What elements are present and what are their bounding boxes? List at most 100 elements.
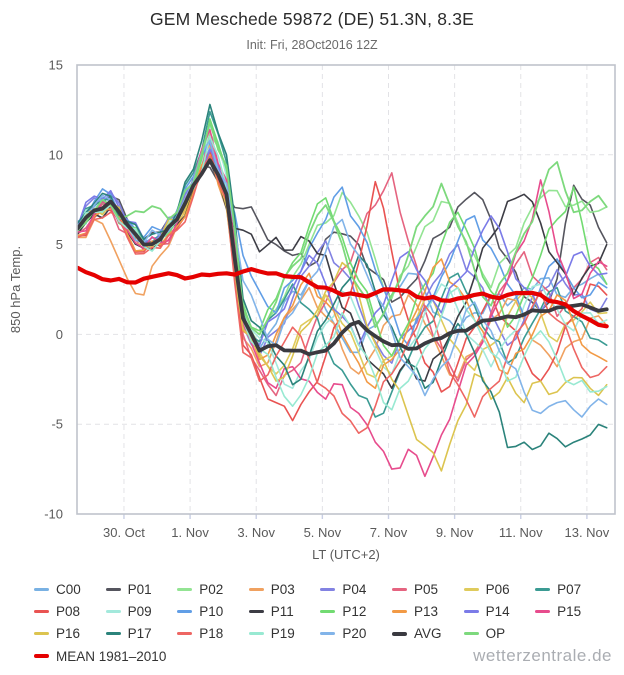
legend-label: P04 <box>342 581 367 597</box>
legend-label: P02 <box>199 581 224 597</box>
legend-swatch <box>34 632 49 636</box>
legend-item-P03: P03 <box>248 581 321 597</box>
legend-label: P16 <box>56 626 81 642</box>
legend-row: C00 P01 P02 P03 P04 P05 P06 P07 <box>34 578 620 600</box>
series-line-C00 <box>77 146 608 354</box>
y-axis-title: 850 hPa Temp. <box>8 246 23 333</box>
legend-label: P01 <box>127 581 152 597</box>
legend-row: P08 P09 P10 P11 P12 P13 P14 P15 <box>34 600 620 622</box>
y-tick-label: -10 <box>44 507 63 522</box>
series-line-P15 <box>77 128 608 478</box>
legend-swatch <box>463 610 479 614</box>
legend-item-P13: P13 <box>391 604 464 620</box>
legend-swatch <box>34 587 49 591</box>
legend-item-P17: P17 <box>105 626 178 642</box>
legend-label: C00 <box>56 581 81 597</box>
legend-swatch <box>391 587 407 591</box>
legend-swatch <box>463 632 479 636</box>
legend-item-P09: P09 <box>105 604 178 620</box>
y-tick-label: 15 <box>49 58 63 73</box>
legend-item-MEAN-1981-2010: MEAN 1981–2010 <box>34 649 166 664</box>
legend-item-P14: P14 <box>463 604 536 620</box>
legend-swatch <box>248 610 264 614</box>
legend-label: P07 <box>557 581 582 597</box>
series-line-AVG <box>77 158 609 357</box>
page-title: GEM Meschede 59872 (DE) 51.3N, 8.3E <box>149 9 475 29</box>
x-axis-title: LT (UTC+2) <box>312 547 380 562</box>
legend-label: P14 <box>485 604 510 620</box>
series-line-P08 <box>77 150 608 422</box>
legend-item-P10: P10 <box>177 604 249 619</box>
legend-swatch <box>105 587 121 591</box>
legend-swatch <box>320 610 336 614</box>
legend-item-P20: P20 <box>320 626 392 641</box>
legend-label: P13 <box>413 604 438 620</box>
legend-label: OP <box>485 626 506 642</box>
legend-item-P15: P15 <box>535 604 607 619</box>
legend-item-P11: P11 <box>248 604 321 619</box>
legend-item-P06: P06 <box>463 581 536 597</box>
legend-item-P07: P07 <box>535 582 607 597</box>
legend-swatch <box>34 654 49 659</box>
legend-item-P18: P18 <box>177 626 249 641</box>
series-line-MEAN-1981-2010 <box>77 265 609 329</box>
legend-label: P10 <box>199 604 224 620</box>
legend-label: P06 <box>485 581 510 597</box>
legend-label: P17 <box>127 626 152 642</box>
watermark: wetterzentrale.de <box>473 646 612 665</box>
legend-swatch <box>535 587 551 591</box>
series-line-P12 <box>77 118 608 357</box>
legend-item-C00: C00 <box>34 582 106 597</box>
x-tick-label: 9. Nov <box>436 525 474 540</box>
legend-item-P02: P02 <box>177 582 249 597</box>
x-tick-label: 11. Nov <box>499 525 543 540</box>
ensemble-chart: -10 -5 0 5 10 15 30. Oct 1. Nov 3. Nov 5. Nov 7. N… <box>8 58 616 562</box>
legend-label: P08 <box>56 604 81 620</box>
legend-label: P12 <box>342 604 367 620</box>
legend-item-P05: P05 <box>391 581 464 597</box>
x-tick-label: 5. Nov <box>304 525 342 540</box>
legend-swatch <box>177 632 193 636</box>
legend: C00 P01 P02 P03 P04 P05 P06 P07 P08 P09 P10 P11 P12 P… <box>34 578 620 668</box>
plot-border <box>76 64 616 515</box>
legend-label: P19 <box>270 626 295 642</box>
legend-swatch <box>391 631 407 636</box>
legend-swatch <box>177 610 193 614</box>
legend-swatch <box>391 610 407 614</box>
legend-item-P19: P19 <box>248 626 321 642</box>
legend-swatch <box>248 587 264 591</box>
legend-swatch <box>105 610 121 614</box>
legend-swatch <box>34 610 49 614</box>
x-tick-label: 13. Nov <box>564 525 609 540</box>
x-tick-label: 1. Nov <box>171 525 209 540</box>
legend-item-P16: P16 <box>34 626 106 641</box>
legend-item-P04: P04 <box>320 582 392 597</box>
legend-label: P09 <box>127 604 152 620</box>
series-line-P20 <box>77 139 608 418</box>
x-tick-label: 30. Oct <box>103 525 145 540</box>
legend-item-P01: P01 <box>105 581 178 597</box>
legend-swatch <box>535 610 551 614</box>
y-tick-label: -5 <box>51 417 63 432</box>
series-line-P18 <box>77 155 608 435</box>
legend-swatch <box>177 587 193 591</box>
legend-label: AVG <box>413 626 442 642</box>
legend-item-P12: P12 <box>320 604 392 619</box>
legend-swatch <box>463 587 479 591</box>
series-line-P19 <box>77 136 608 411</box>
legend-swatch <box>105 632 121 636</box>
legend-swatch <box>320 587 336 591</box>
y-tick-label: 5 <box>56 237 63 252</box>
legend-row: P16 P17 P18 P19 P20 AVG OP <box>34 623 620 645</box>
legend-swatch <box>248 632 264 636</box>
legend-item-AVG: AVG <box>391 626 464 642</box>
y-tick-label: 10 <box>49 147 63 162</box>
init-time-subtitle: Init: Fri, 28Oct2016 12Z <box>246 38 378 52</box>
legend-label: MEAN 1981–2010 <box>56 648 167 664</box>
y-tick-label: 0 <box>56 327 63 342</box>
series-line-OP <box>77 121 608 336</box>
legend-label: P03 <box>270 581 295 597</box>
x-tick-label: 3. Nov <box>237 525 275 540</box>
legend-label: P05 <box>413 581 438 597</box>
